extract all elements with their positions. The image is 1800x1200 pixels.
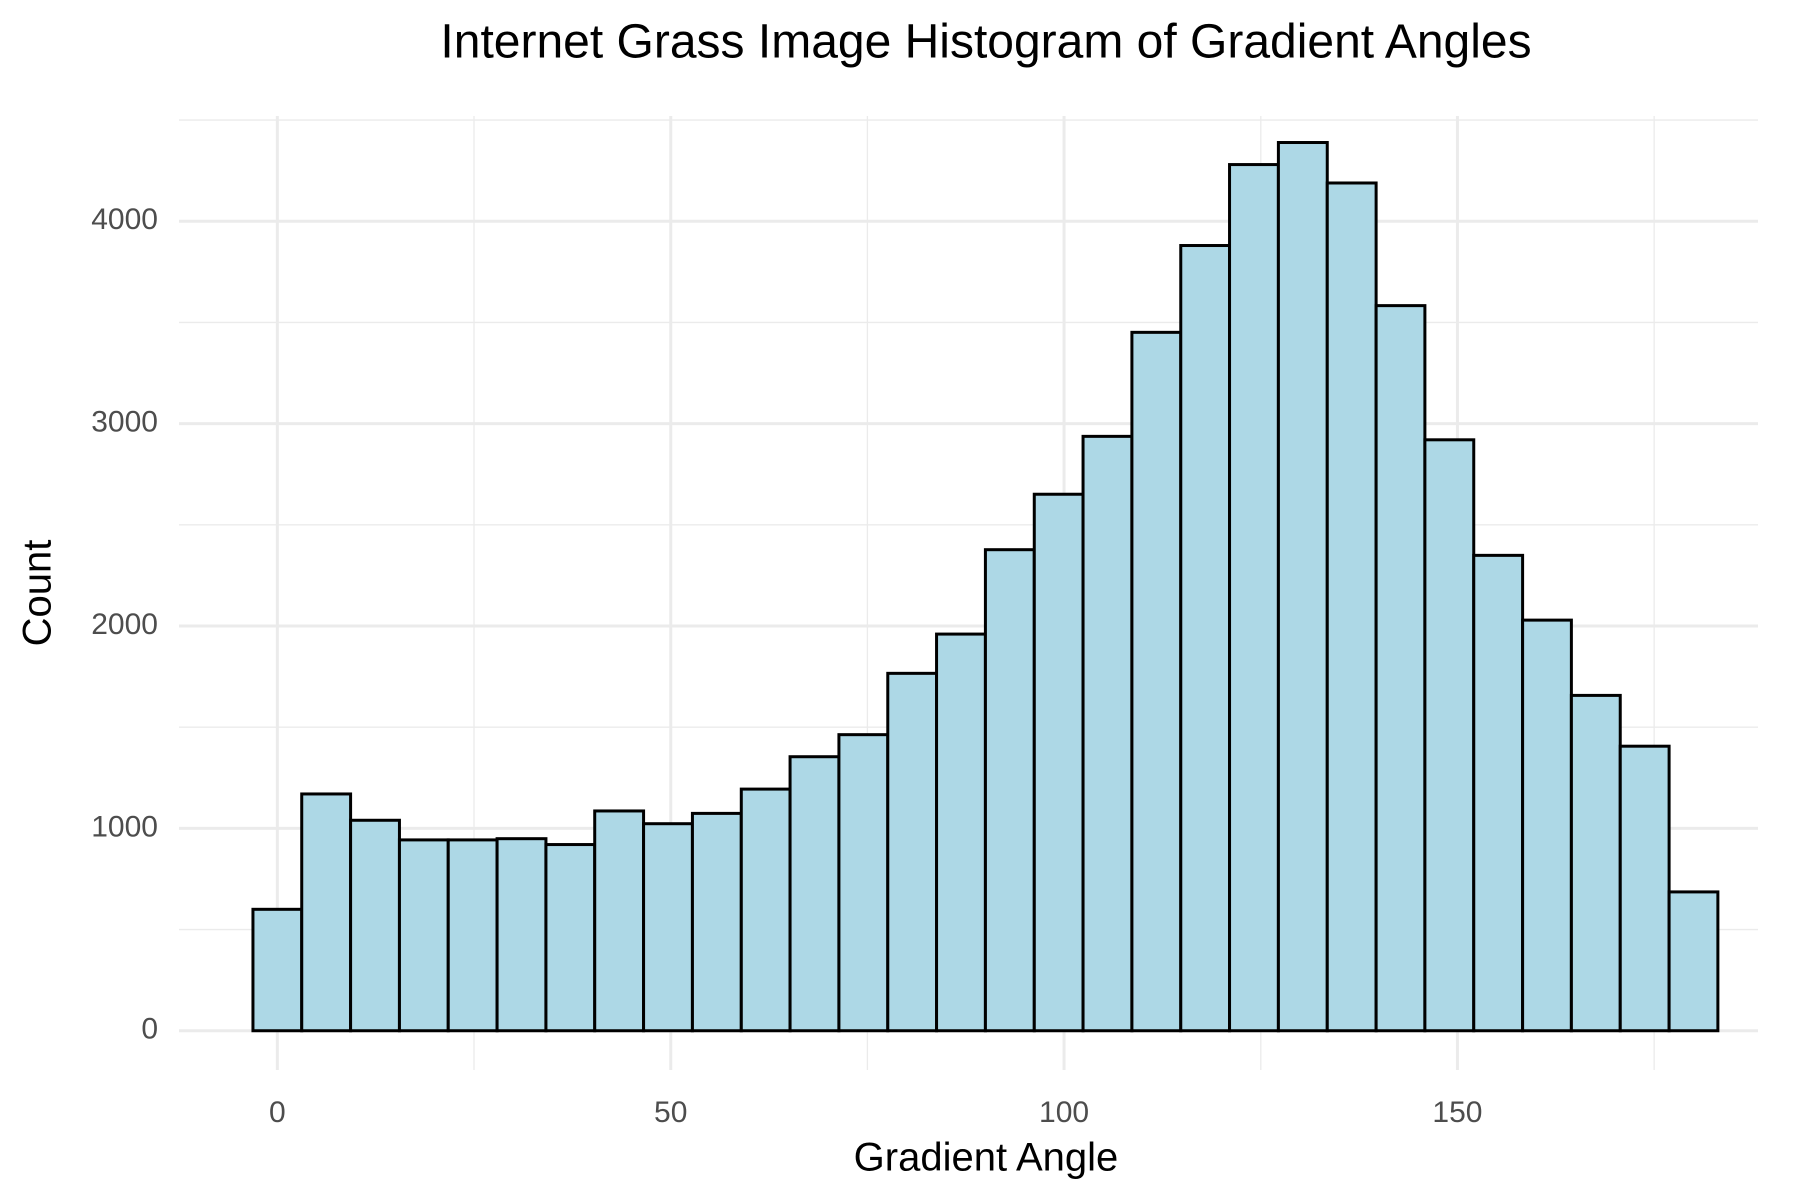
bar [1179, 244, 1232, 1033]
bar [1325, 181, 1378, 1033]
bar [1081, 434, 1134, 1033]
bar [1423, 438, 1476, 1033]
y-tick-label: 4000 [91, 203, 158, 236]
bar [397, 838, 450, 1033]
y-tick-label: 3000 [91, 406, 158, 439]
x-tick-label: 50 [654, 1096, 687, 1129]
bar [983, 548, 1036, 1033]
y-tick-label: 0 [141, 1013, 158, 1046]
bar [1228, 163, 1280, 1033]
bar [349, 818, 401, 1033]
bar [739, 787, 792, 1033]
bar [788, 755, 841, 1033]
y-tick-label: 1000 [91, 810, 158, 843]
x-tick-label: 0 [269, 1096, 286, 1129]
bar [642, 822, 694, 1033]
bar [1618, 744, 1671, 1033]
bar [1130, 330, 1183, 1033]
bar [544, 843, 597, 1033]
bar [251, 907, 304, 1033]
chart-title: Internet Grass Image Histogram of Gradie… [440, 16, 1531, 69]
y-tick-label: 2000 [91, 608, 158, 641]
x-tick-label: 150 [1432, 1096, 1482, 1129]
bar [1374, 304, 1427, 1033]
bar [300, 792, 353, 1033]
bar [1667, 890, 1720, 1033]
bar [1032, 492, 1085, 1033]
bar [1521, 618, 1573, 1033]
bar [593, 809, 646, 1033]
bar [1569, 693, 1622, 1033]
bar [935, 632, 987, 1033]
x-tick-label: 100 [1039, 1096, 1089, 1129]
bar [446, 838, 499, 1033]
bar [495, 837, 548, 1033]
bar [690, 811, 743, 1033]
bar [1472, 553, 1525, 1033]
bar [837, 733, 890, 1033]
bar [1276, 141, 1329, 1033]
bar [886, 671, 939, 1033]
y-axis-label: Count [16, 540, 60, 647]
x-axis-label: Gradient Angle [854, 1136, 1119, 1180]
